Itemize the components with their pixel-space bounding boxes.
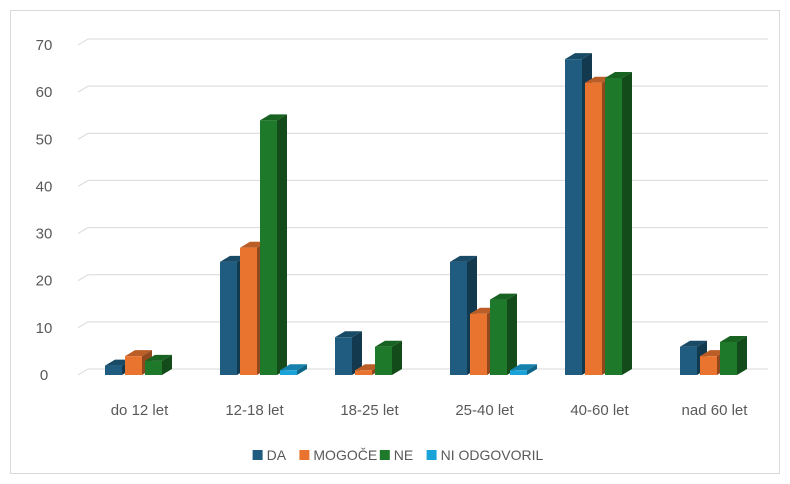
bar-ni-odgovoril — [280, 364, 307, 375]
y-tick-label: 10 — [36, 320, 53, 337]
x-tick-label: 18-25 let — [340, 402, 399, 419]
legend-label: NI ODGOVORIL — [441, 447, 544, 463]
legend-item: MOGOČE — [299, 447, 377, 463]
legend-swatch — [299, 450, 310, 460]
bar-front — [585, 82, 602, 375]
y-tick-label: 30 — [36, 226, 53, 243]
bar-front — [490, 299, 507, 375]
bar-top — [125, 350, 152, 357]
gridline-depth — [77, 227, 89, 235]
bar-top — [605, 72, 632, 78]
gridline-depth — [77, 132, 89, 140]
chart-frame — [10, 10, 780, 474]
bar-side — [162, 354, 172, 375]
bar-top — [490, 293, 517, 300]
y-axis-tick-labels: 0 10 20 30 40 50 60 70 — [36, 37, 53, 384]
legend-item: NE — [379, 447, 413, 463]
x-tick-label: 12-18 let — [225, 402, 284, 419]
bar-front — [680, 346, 697, 375]
legend-swatch — [252, 450, 263, 460]
bar-front — [260, 120, 277, 375]
bar-side — [737, 336, 747, 375]
legend-label: MOGOČE — [313, 447, 377, 463]
gridline-depth — [77, 179, 89, 187]
bar-side — [392, 340, 402, 375]
bar-front — [355, 370, 372, 375]
gridline-depth — [77, 38, 89, 46]
bar-front — [700, 356, 717, 375]
legend-label: DA — [267, 447, 287, 463]
bar-front — [240, 247, 257, 375]
bar-front — [335, 337, 352, 375]
x-tick-label: 25-40 let — [455, 402, 514, 419]
bars — [105, 53, 747, 376]
bar-front — [720, 342, 737, 375]
gridline-depth — [77, 368, 89, 376]
bar-top — [260, 114, 287, 121]
gridline-depth — [77, 85, 89, 93]
legend-swatch — [426, 450, 437, 460]
bar-top — [680, 340, 707, 347]
bar-top — [375, 340, 402, 347]
y-tick-label: 0 — [40, 367, 48, 384]
bar-ni-odgovoril — [510, 364, 537, 375]
y-tick-label: 70 — [36, 37, 53, 54]
y-tick-label: 40 — [36, 178, 53, 195]
bar-top — [565, 53, 592, 60]
bar-top — [145, 354, 172, 361]
bar-side — [527, 364, 537, 375]
bar-front — [220, 261, 237, 375]
bar-side — [507, 293, 517, 375]
gridlines — [77, 38, 768, 376]
y-tick-label: 20 — [36, 273, 53, 290]
bar-front — [450, 261, 467, 375]
x-tick-label: nad 60 let — [682, 402, 749, 419]
y-tick-label: 60 — [36, 84, 53, 101]
bar-front — [125, 356, 142, 375]
bar-side — [352, 331, 362, 375]
bar-side — [297, 364, 307, 375]
legend: DA MOGOČE NE NI ODGOVORIL — [252, 447, 544, 463]
bar-top — [720, 336, 747, 342]
bar-side — [622, 72, 632, 375]
bar-front — [145, 360, 162, 375]
legend-label: NE — [394, 447, 413, 463]
bar-front — [280, 370, 297, 375]
x-tick-label: 40-60 let — [570, 402, 629, 419]
bar-top — [510, 364, 537, 371]
x-axis-tick-labels: do 12 let 12-18 let 18-25 let 25-40 let 40-6… — [111, 402, 749, 419]
bar-ne — [605, 72, 632, 375]
y-tick-label: 50 — [36, 131, 53, 148]
bar-front — [105, 365, 122, 375]
legend-swatch — [379, 450, 390, 460]
bar-ne — [375, 340, 402, 375]
bar-side — [277, 114, 287, 375]
legend-item: NI ODGOVORIL — [426, 447, 544, 463]
bar-ne — [490, 293, 517, 375]
bar-front — [565, 59, 582, 376]
bar-ne — [720, 336, 747, 375]
bar-top — [450, 255, 477, 262]
bar-ne — [260, 114, 287, 375]
bar-ne — [145, 354, 172, 375]
x-tick-label: do 12 let — [111, 402, 169, 419]
bar-front — [510, 370, 527, 375]
gridline-depth — [77, 274, 89, 282]
bar-top — [335, 331, 362, 338]
legend-item: DA — [252, 447, 287, 463]
bar-front — [470, 313, 487, 375]
bar-top — [280, 364, 307, 371]
gridline-depth — [77, 321, 89, 329]
bar-front — [375, 346, 392, 375]
bar-da — [335, 331, 362, 375]
bar-front — [605, 78, 622, 375]
